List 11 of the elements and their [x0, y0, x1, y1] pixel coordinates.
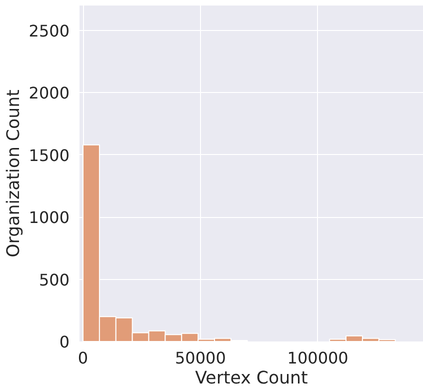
- y-tick-label: 500: [38, 270, 70, 290]
- y-tick-label: 1000: [28, 208, 70, 228]
- y-tick-label: 0: [59, 332, 70, 352]
- y-tick-label: 2500: [28, 21, 70, 40]
- y-axis-title: Organization Count: [4, 89, 24, 258]
- x-tick-label: 0: [78, 348, 88, 368]
- x-tick-label: 50000: [174, 348, 226, 368]
- x-axis-title: Vertex Count: [195, 368, 308, 388]
- y-tick-label: 2000: [28, 84, 70, 103]
- y-tick-label: 1500: [28, 146, 70, 165]
- x-tick-label: 100000: [287, 348, 348, 368]
